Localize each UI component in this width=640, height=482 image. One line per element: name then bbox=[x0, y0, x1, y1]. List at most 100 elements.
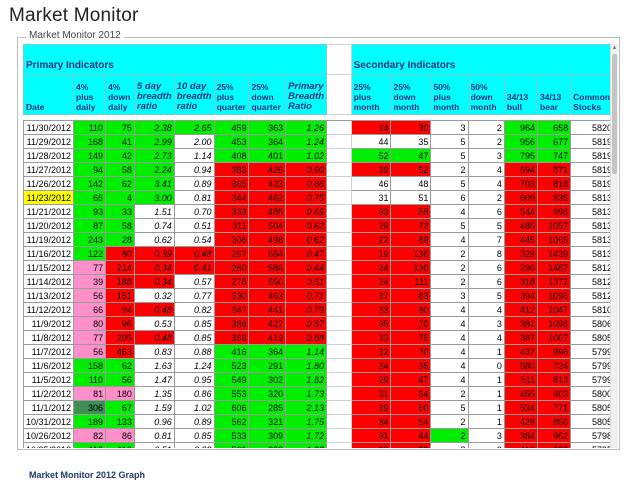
cell-r5[interactable]: 1.59 bbox=[133, 400, 175, 415]
cell-upm50[interactable]: 4 bbox=[430, 344, 469, 359]
cell-bear[interactable]: 920 bbox=[537, 442, 572, 448]
cell-dnm50[interactable]: 4 bbox=[467, 162, 505, 177]
cell-bear[interactable]: 1096 bbox=[537, 316, 572, 331]
cell-r5[interactable]: 3.41 bbox=[133, 176, 175, 191]
cell-bull[interactable]: 412 bbox=[503, 442, 539, 448]
cell-date[interactable]: 11/2/2012 bbox=[23, 386, 75, 401]
cell-bull[interactable]: 384 bbox=[503, 428, 539, 443]
cell-prim[interactable]: 0.87 bbox=[285, 316, 328, 331]
cell-upq[interactable]: 523 bbox=[213, 358, 250, 373]
cell-down4[interactable]: 62 bbox=[105, 358, 135, 373]
cell-date[interactable]: 11/29/2012 bbox=[23, 134, 75, 149]
cell-up4[interactable]: 149 bbox=[73, 148, 107, 163]
cell-down4[interactable]: 33 bbox=[105, 204, 135, 219]
cell-common[interactable]: 5820 bbox=[570, 120, 615, 135]
cell-upq[interactable]: 330 bbox=[213, 288, 250, 303]
cell-prim[interactable]: 0.90 bbox=[285, 162, 328, 177]
cell-upm25[interactable]: 33 bbox=[350, 204, 392, 219]
cell-up4[interactable]: 168 bbox=[73, 134, 107, 149]
cell-common[interactable]: 5799 bbox=[570, 344, 615, 359]
cell-dnm25[interactable]: 58 bbox=[390, 204, 432, 219]
cell-r5[interactable]: 0.48 bbox=[133, 302, 175, 317]
cell-down4[interactable]: 180 bbox=[105, 386, 135, 401]
cell-upm50[interactable]: 4 bbox=[430, 372, 469, 387]
cell-upm50[interactable]: 3 bbox=[430, 288, 469, 303]
cell-r5[interactable]: 0.48 bbox=[133, 330, 175, 345]
cell-upm25[interactable]: 34 bbox=[350, 120, 392, 135]
cell-dnm25[interactable]: 50 bbox=[390, 400, 432, 415]
cell-date[interactable]: 10/25/2012 bbox=[23, 442, 75, 448]
cell-upq[interactable]: 278 bbox=[213, 274, 250, 289]
cell-up4[interactable]: 80 bbox=[73, 316, 107, 331]
cell-up4[interactable]: 110 bbox=[73, 120, 107, 135]
cell-bull[interactable]: 394 bbox=[503, 288, 539, 303]
cell-dnm50[interactable]: 5 bbox=[467, 288, 505, 303]
cell-dnq[interactable]: 302 bbox=[248, 372, 287, 387]
cell-date[interactable]: 11/26/2012 bbox=[23, 176, 75, 191]
cell-upq[interactable]: 453 bbox=[213, 134, 250, 149]
cell-upm50[interactable]: 5 bbox=[430, 148, 469, 163]
cell-dnm25[interactable]: 70 bbox=[390, 316, 432, 331]
cell-bear[interactable]: 813 bbox=[537, 372, 572, 387]
cell-dnm50[interactable]: 2 bbox=[467, 442, 505, 448]
cell-bull[interactable]: 956 bbox=[503, 134, 539, 149]
cell-prim[interactable]: 1.92 bbox=[285, 442, 328, 448]
cell-prim[interactable]: 0.47 bbox=[285, 246, 328, 261]
cell-upq[interactable]: 333 bbox=[213, 204, 250, 219]
cell-up4[interactable]: 56 bbox=[73, 344, 107, 359]
cell-bull[interactable]: 387 bbox=[503, 330, 539, 345]
cell-dnq[interactable]: 462 bbox=[248, 190, 287, 205]
cell-bull[interactable]: 694 bbox=[503, 162, 539, 177]
cell-dnq[interactable]: 364 bbox=[248, 344, 287, 359]
cell-r5[interactable]: 0.83 bbox=[133, 344, 175, 359]
cell-dnm50[interactable]: 1 bbox=[467, 344, 505, 359]
cell-upq[interactable]: 562 bbox=[213, 414, 250, 429]
cell-upm25[interactable]: 39 bbox=[350, 162, 392, 177]
cell-dnm25[interactable]: 51 bbox=[390, 190, 432, 205]
cell-r10[interactable]: 0.85 bbox=[173, 316, 215, 331]
cell-upm25[interactable]: 34 bbox=[350, 414, 392, 429]
cell-dnq[interactable]: 321 bbox=[248, 414, 287, 429]
cell-upm50[interactable]: 4 bbox=[430, 316, 469, 331]
cell-upm25[interactable]: 22 bbox=[350, 232, 392, 247]
cell-dnm50[interactable]: 6 bbox=[467, 260, 505, 275]
cell-date[interactable]: 11/13/2012 bbox=[23, 288, 75, 303]
cell-down4[interactable]: 96 bbox=[105, 316, 135, 331]
cell-r10[interactable]: 1.24 bbox=[173, 358, 215, 373]
cell-r10[interactable]: 0.95 bbox=[173, 372, 215, 387]
cell-upm50[interactable]: 3 bbox=[430, 442, 469, 448]
cell-down4[interactable]: 110 bbox=[105, 442, 135, 448]
cell-common[interactable]: 5812 bbox=[570, 274, 615, 289]
cell-dnm25[interactable]: 54 bbox=[390, 386, 432, 401]
cell-upm50[interactable]: 4 bbox=[430, 232, 469, 247]
cell-prim[interactable]: 1.72 bbox=[285, 428, 328, 443]
cell-upq[interactable]: 459 bbox=[213, 120, 250, 135]
cell-bull[interactable]: 580 bbox=[503, 358, 539, 373]
cell-up4[interactable]: 93 bbox=[73, 204, 107, 219]
cell-dnm50[interactable]: 1 bbox=[467, 414, 505, 429]
cell-r5[interactable]: 2.73 bbox=[133, 148, 175, 163]
cell-dnq[interactable]: 363 bbox=[248, 120, 287, 135]
cell-up4[interactable]: 66 bbox=[73, 302, 107, 317]
cell-r10[interactable]: 0.51 bbox=[173, 218, 215, 233]
cell-upm25[interactable]: 23 bbox=[350, 442, 392, 448]
cell-r5[interactable]: 0.34 bbox=[133, 274, 175, 289]
cell-bear[interactable]: 835 bbox=[537, 190, 572, 205]
cell-down4[interactable]: 62 bbox=[105, 176, 135, 191]
cell-bear[interactable]: 1487 bbox=[537, 260, 572, 275]
cell-up4[interactable]: 81 bbox=[73, 386, 107, 401]
cell-dnm25[interactable]: 75 bbox=[390, 330, 432, 345]
cell-dnm25[interactable]: 47 bbox=[390, 372, 432, 387]
cell-upq[interactable]: 416 bbox=[213, 344, 250, 359]
cell-down4[interactable]: 28 bbox=[105, 232, 135, 247]
cell-prim[interactable]: 1.14 bbox=[285, 344, 328, 359]
cell-common[interactable]: 5800 bbox=[570, 386, 615, 401]
cell-up4[interactable]: 87 bbox=[73, 218, 107, 233]
cell-date[interactable]: 11/21/2012 bbox=[23, 204, 75, 219]
cell-upq[interactable]: 553 bbox=[213, 386, 250, 401]
cell-date[interactable]: 11/5/2012 bbox=[23, 372, 75, 387]
cell-upm25[interactable]: 29 bbox=[350, 372, 392, 387]
cell-bull[interactable]: 381 bbox=[503, 316, 539, 331]
cell-r5[interactable]: 0.74 bbox=[133, 218, 175, 233]
cell-prim[interactable]: 0.44 bbox=[285, 260, 328, 275]
